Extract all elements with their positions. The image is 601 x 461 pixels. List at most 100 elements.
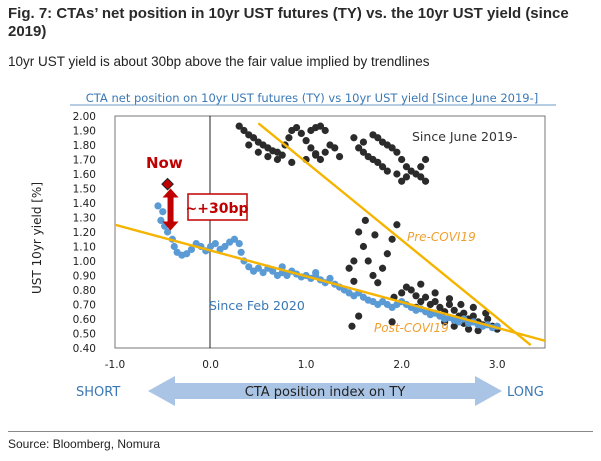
scatter-point xyxy=(361,216,369,224)
scatter-point xyxy=(412,292,420,300)
scatter-point xyxy=(374,279,382,287)
scatter-point xyxy=(321,126,329,135)
scatter-point xyxy=(302,137,310,145)
scatter-point xyxy=(417,298,425,306)
scatter-point xyxy=(278,151,286,159)
x-tick-label: 3.0 xyxy=(489,359,506,371)
scatter-point xyxy=(316,155,325,164)
x-tick-label: 0.0 xyxy=(202,359,219,371)
x-axis-label: CTA position index on TY xyxy=(245,385,406,400)
scatter-point xyxy=(348,322,356,330)
y-tick-label: 1.90 xyxy=(73,126,96,138)
scatter-point xyxy=(445,300,454,309)
since-june-label: Since June 2019- xyxy=(412,129,517,144)
scatter-point xyxy=(312,150,320,158)
scatter-point xyxy=(474,327,482,335)
scatter-point xyxy=(183,250,191,258)
scatter-point xyxy=(359,242,368,251)
y-tick-label: 1.00 xyxy=(73,256,96,268)
scatter-point xyxy=(269,267,277,275)
scatter-point xyxy=(371,231,379,239)
scatter-point xyxy=(307,126,315,135)
scatter-point xyxy=(398,289,406,297)
figure-title: Fig. 7: CTAs’ net position in 10yr UST f… xyxy=(8,5,569,40)
y-tick-label: 0.90 xyxy=(73,271,96,283)
scatter-point xyxy=(254,148,262,156)
scatter-point xyxy=(383,250,391,258)
series-pre-covid xyxy=(235,122,501,335)
scatter-point xyxy=(421,155,430,164)
y-tick-label: 1.50 xyxy=(73,184,96,196)
scatter-point xyxy=(355,228,363,236)
scatter-point xyxy=(187,245,196,253)
y-tick-label: 1.60 xyxy=(73,169,96,181)
scatter-point xyxy=(417,163,425,171)
scatter-point xyxy=(388,144,396,152)
scatter-point xyxy=(378,163,387,171)
scatter-point xyxy=(249,134,258,142)
y-tick-label: 0.40 xyxy=(73,343,96,355)
scatter-point xyxy=(235,240,243,248)
scatter-point xyxy=(393,148,401,156)
source-divider xyxy=(8,431,593,432)
trendline xyxy=(114,223,546,342)
scatter-point xyxy=(350,134,358,142)
post-covid-label: Post-COVI19 xyxy=(374,321,449,335)
scatter-point xyxy=(421,293,430,301)
scatter-point xyxy=(388,318,396,326)
chart-title: CTA net position on 10yr UST futures (TY… xyxy=(86,91,538,105)
x-tick-label: 2.0 xyxy=(393,359,410,371)
scatter-point xyxy=(157,216,165,224)
scatter-point xyxy=(374,134,382,142)
scatter-point xyxy=(402,173,411,181)
scatter-point xyxy=(484,315,492,323)
scatter-point xyxy=(254,264,262,272)
scatter-point xyxy=(398,177,406,185)
scatter-point xyxy=(469,303,477,311)
scatter-point xyxy=(355,312,363,320)
scatter-point xyxy=(321,148,329,156)
scatter-point xyxy=(450,306,458,314)
scatter-point xyxy=(221,242,229,251)
scatter-point xyxy=(460,309,468,317)
y-tick-labels: 0.40 0.50 0.60 0.70 0.80 0.90 1.00 1.10 1.20 1.30… xyxy=(73,111,96,355)
y-tick-label: 1.80 xyxy=(73,140,96,152)
scatter-point xyxy=(259,269,267,277)
since-feb-label: Since Feb 2020 xyxy=(209,298,305,313)
scatter-point xyxy=(398,155,406,164)
scatter-point xyxy=(350,277,358,285)
scatter-point xyxy=(245,141,253,149)
series-post-covid xyxy=(154,202,501,332)
trendline xyxy=(257,122,532,347)
scatter-point xyxy=(421,177,430,185)
scatter-point xyxy=(307,144,315,152)
scatter-point xyxy=(464,325,473,333)
trendlines xyxy=(114,122,546,347)
y-tick-label: 0.80 xyxy=(73,285,96,297)
scatter-point xyxy=(445,295,454,303)
scatter-point xyxy=(417,173,425,181)
pre-covid-label: Pre-COVI19 xyxy=(407,230,476,244)
scatter-point xyxy=(436,303,444,311)
premium-callout-text: ~+30bp xyxy=(186,201,249,217)
scatter-point xyxy=(359,138,368,146)
premium-double-arrow xyxy=(162,188,179,231)
scatter-point xyxy=(407,286,415,294)
scatter-point xyxy=(431,289,439,297)
scatter-point xyxy=(383,167,391,175)
scatter-point xyxy=(374,158,382,166)
scatter-point xyxy=(417,280,425,288)
y-axis-label: UST 10yr yield [%] xyxy=(30,182,44,294)
scatter-point xyxy=(359,148,368,156)
scatter-point xyxy=(364,257,372,265)
scatter-point xyxy=(297,129,305,137)
scatter-point xyxy=(388,235,396,243)
scatter-point xyxy=(393,170,401,178)
scatter-point xyxy=(283,271,291,280)
y-tick-label: 1.10 xyxy=(73,242,96,254)
y-tick-label: 2.00 xyxy=(73,111,96,123)
y-tick-label: 1.70 xyxy=(73,155,96,167)
plot-frame xyxy=(114,115,546,349)
y-tick-label: 0.50 xyxy=(73,329,96,341)
